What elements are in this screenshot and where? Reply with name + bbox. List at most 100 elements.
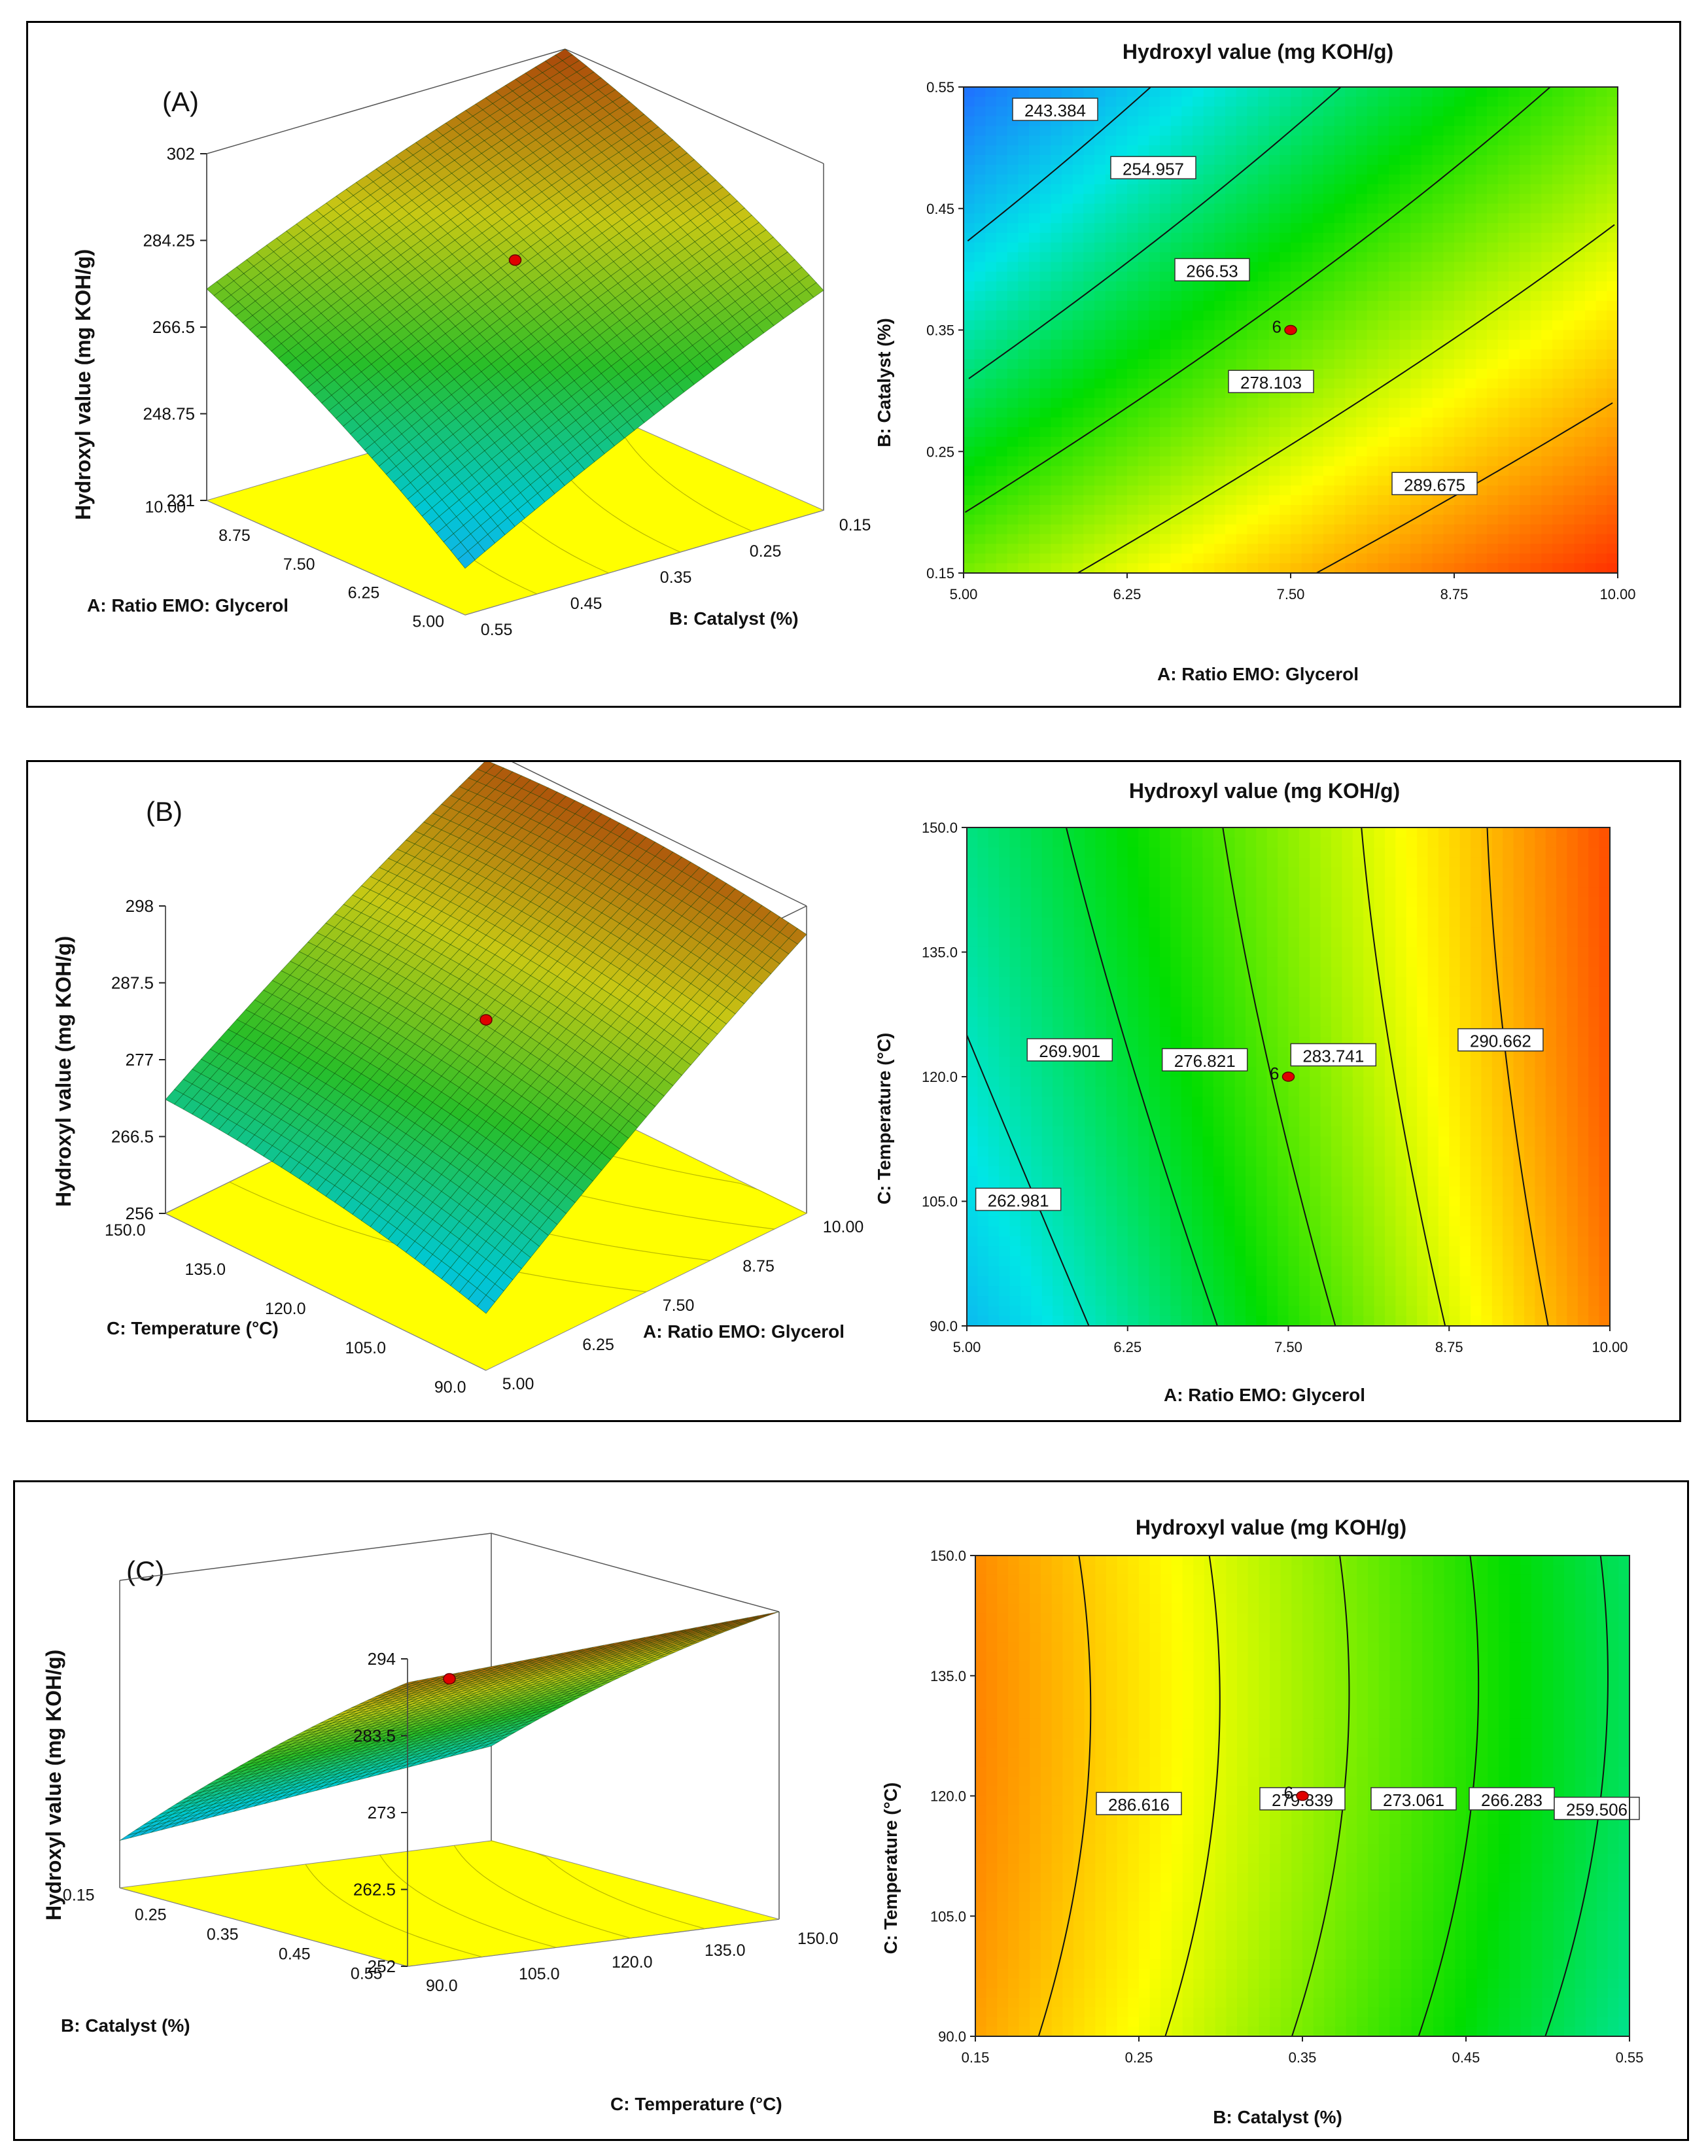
surface-cell <box>760 1611 780 1617</box>
z-tick-label: 266.5 <box>111 1127 154 1147</box>
floor-contour <box>305 1864 482 1958</box>
surface-floor <box>119 1840 780 1967</box>
contour-line <box>1486 827 1549 1326</box>
contour-label: 259.506 <box>1566 1800 1628 1820</box>
contour-label-box <box>1290 1043 1377 1067</box>
design-point <box>1296 1790 1309 1801</box>
y-tick-label: 105.0 <box>519 1965 560 1983</box>
y-tick-label: 150.0 <box>922 820 958 836</box>
floor-contour <box>491 1840 705 1929</box>
contour-label: 278.103 <box>1240 373 1302 392</box>
x-tick-label: 90.0 <box>434 1378 466 1397</box>
contour-y-label: C: Temperature (°C) <box>880 1782 901 1955</box>
z-tick-label: 298 <box>126 896 154 916</box>
x-tick-label: 7.50 <box>1277 586 1305 602</box>
y-tick-label: 150.0 <box>797 1930 839 1948</box>
y-axis-label: B: Catalyst (%) <box>669 608 799 629</box>
contour-label-box <box>1174 258 1250 282</box>
contour-line <box>1544 1556 1609 2036</box>
y-tick-label: 0.15 <box>839 516 871 534</box>
x-tick-label: 5.00 <box>950 586 978 602</box>
z-tick-label: 273 <box>368 1803 396 1822</box>
contour-label: 243.384 <box>1024 101 1086 120</box>
design-point <box>1281 1071 1295 1082</box>
panel-label: (C) <box>126 1556 164 1586</box>
panel-c-svg: (C) 252 262.5 273 283.5 294 0.15 0.25 0.35 0.45 0… <box>42 1516 1643 2127</box>
z-tick-label: 277 <box>126 1050 154 1069</box>
contour-label-box <box>1096 1792 1182 1815</box>
y-tick-label: 0.45 <box>926 201 954 217</box>
contour-plot: 243.384 254.957 266.53 278.103 289.675 5.00 6.… <box>926 79 1635 602</box>
z-tick-label: 302 <box>167 144 195 164</box>
design-point-label: 6 <box>1272 317 1281 337</box>
contour-plot: 262.981 269.901 276.821 283.741 290.662 5.00 6… <box>922 820 1628 1355</box>
x-tick-label: 0.15 <box>63 1886 95 1905</box>
z-tick-label: 266.5 <box>152 317 195 337</box>
surface-ticks: 256 266.5 277 287.5 298 150.0 135.0 120.0 105.0 9… <box>105 896 863 1397</box>
box-edge <box>491 1533 780 1612</box>
y-tick-label: 8.75 <box>742 1257 775 1276</box>
contour-label-box <box>1370 1787 1457 1811</box>
y-tick-label: 90.0 <box>426 1977 458 1995</box>
contour-fill <box>967 827 1610 1326</box>
x-tick-label: 5.00 <box>953 1339 981 1355</box>
surface3d-c: (C) 252 262.5 273 283.5 294 0.15 0.25 0.35 0.45 0… <box>42 1533 839 2114</box>
design-point-label: 6 <box>1270 1064 1279 1083</box>
z-tick-label: 283.5 <box>353 1726 396 1746</box>
contour-title: Hydroxyl value (mg KOH/g) <box>1123 40 1393 63</box>
x-tick-label: 8.75 <box>218 527 251 545</box>
surface-ticks: 252 262.5 273 283.5 294 0.15 0.25 0.35 0.45 0.55 9… <box>63 1649 839 1995</box>
floor-contour <box>379 1854 557 1948</box>
contour-line <box>1065 827 1218 1326</box>
y-tick-label: 7.50 <box>663 1296 695 1315</box>
y-tick-label: 0.55 <box>481 621 513 639</box>
y-tick-label: 135.0 <box>705 1941 746 1960</box>
x-tick-label: 135.0 <box>184 1261 226 1279</box>
contour-label: 273.061 <box>1383 1790 1444 1810</box>
x-tick-label: 0.45 <box>1452 2049 1480 2066</box>
surface-mesh <box>119 1611 780 1841</box>
z-tick-label: 294 <box>368 1649 396 1669</box>
box-edge <box>119 1533 492 1581</box>
x-tick-label: 105.0 <box>345 1339 386 1357</box>
contour-lines <box>1037 1556 1609 2036</box>
contour-line <box>1077 224 1615 573</box>
y-tick-label: 105.0 <box>922 1194 958 1210</box>
z-axis-label: Hydroxyl value (mg KOH/g) <box>52 936 75 1207</box>
contour-label-box <box>1554 1796 1640 1820</box>
y-tick-label: 135.0 <box>930 1668 966 1684</box>
panel-b-svg: (B) 256 266.5 277 287.5 298 150.0 135.0 120.0 10… <box>52 762 1628 1405</box>
z-tick-label: 262.5 <box>353 1880 396 1900</box>
contour-label: 290.662 <box>1470 1032 1531 1051</box>
design-point <box>443 1673 456 1685</box>
contour-plot: 286.616279.839273.061266.283259.5060.150… <box>930 1548 1643 2066</box>
box-edge <box>206 48 566 154</box>
x-tick-label: 8.75 <box>1435 1339 1463 1355</box>
contour-a: Hydroxyl value (mg KOH/g) 243.384 254.957… <box>874 40 1636 684</box>
surface3d-b: (B) 256 266.5 277 287.5 298 150.0 135.0 120.0 10… <box>52 762 863 1397</box>
contour-line <box>1361 827 1446 1326</box>
y-tick-label: 90.0 <box>930 1318 958 1334</box>
contour-label: 254.957 <box>1123 159 1184 179</box>
y-tick-label: 0.25 <box>750 542 782 561</box>
contour-label: 283.741 <box>1302 1047 1364 1066</box>
contour-label-box <box>975 1187 1062 1211</box>
x-tick-label: 5.00 <box>412 612 444 631</box>
x-tick-label: 8.75 <box>1440 586 1469 602</box>
y-tick-label: 150.0 <box>930 1548 966 1564</box>
y-tick-label: 0.45 <box>570 595 602 613</box>
y-axis-label: C: Temperature (°C) <box>610 2094 782 2114</box>
x-axis-label: B: Catalyst (%) <box>61 2015 190 2036</box>
x-tick-label: 0.25 <box>135 1906 167 1924</box>
contour-line <box>1222 827 1336 1326</box>
x-tick-label: 6.25 <box>1113 586 1142 602</box>
contour-label-box <box>1391 472 1478 496</box>
surface-cell <box>399 1680 418 1686</box>
surface-cell <box>476 1295 496 1314</box>
x-tick-label: 7.50 <box>283 555 315 574</box>
x-axis-label: C: Temperature (°C) <box>107 1318 279 1338</box>
panel-b: (B) 256 266.5 277 287.5 298 150.0 135.0 120.0 10… <box>26 760 1681 1422</box>
y-tick-label: 120.0 <box>930 1788 966 1805</box>
contour-label: 276.821 <box>1174 1051 1236 1071</box>
contour-label-box <box>1228 370 1314 393</box>
